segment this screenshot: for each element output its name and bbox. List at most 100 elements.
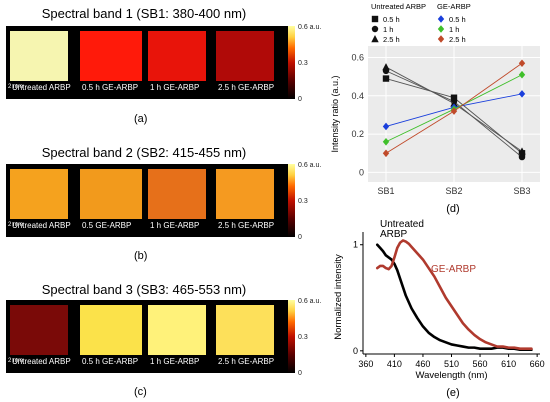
colorbar	[288, 300, 295, 373]
x-tick-label: 460	[415, 359, 430, 369]
sample-label: 1 h GE-ARBP	[150, 221, 200, 230]
x-tick-label: 560	[473, 359, 488, 369]
x-tick-label: SB3	[513, 186, 530, 196]
colorbar-max: 0.6 a.u.	[298, 162, 322, 169]
legend-label: 2.5 h	[449, 35, 466, 44]
panel-title: Spectral band 1 (SB1: 380-400 nm)	[41, 6, 247, 21]
sample-patch	[10, 169, 68, 219]
colorbar	[288, 26, 295, 99]
x-tick-label: 610	[501, 359, 516, 369]
sample-patch	[216, 169, 274, 219]
sample-patch	[10, 305, 68, 355]
data-point	[382, 149, 390, 158]
legend-marker	[437, 15, 445, 23]
sample-label: 2.5 h GE-ARBP	[218, 83, 275, 92]
spectral-image: Untreated ARBP 0.5 GE-ARBP 1 h GE-ARBP 2.5 …	[6, 164, 292, 237]
legend-label: 0.5 h	[449, 15, 466, 24]
x-tick-label: 360	[358, 359, 373, 369]
series-line	[375, 239, 533, 350]
data-point	[382, 122, 390, 131]
colorbar-mid: 0.3	[298, 198, 308, 205]
x-tick-label: SB2	[445, 186, 462, 196]
x-tick-label: 510	[444, 359, 459, 369]
sample-label: 0.5 h GE-ARBP	[82, 83, 139, 92]
sample-label: Untreated ARBP	[12, 83, 71, 92]
sample-label: 2.5 h GE-ARBP	[218, 357, 275, 366]
legend-marker	[371, 15, 379, 23]
sample-label: 0.5 h GE-ARBP	[82, 357, 139, 366]
y-tick-label: 0.4	[351, 91, 364, 101]
panel-caption: (a)	[134, 113, 148, 125]
data-point	[450, 94, 458, 101]
y-axis-label: Intensity ratio (a.u.)	[330, 75, 340, 152]
data-point	[450, 107, 458, 115]
sample-label: 2.5 h GE-ARBP	[218, 221, 275, 230]
spectral-image: Untreated ARBP 0.5 h GE-ARBP 1 h GE-ARBP 2.…	[6, 26, 292, 99]
sample-patch	[80, 169, 142, 219]
panel-caption: (c)	[134, 386, 147, 398]
intensity-ratio-chart: 0 0.2 0.4 0.6 SB1 SB2 SB3 Intensity ratio (a.u.…	[330, 2, 540, 215]
series-label: Untreated	[380, 219, 424, 230]
sample-patch	[216, 31, 274, 81]
colorbar-min: 0	[298, 96, 302, 103]
scale-bar: 2 mm	[8, 84, 23, 90]
data-point	[518, 70, 526, 79]
colorbar-mid: 0.3	[298, 334, 308, 341]
colorbar-max: 0.6 a.u.	[298, 298, 322, 305]
data-point	[382, 63, 390, 71]
data-point	[450, 99, 458, 107]
y-tick-label: 0.2	[351, 129, 364, 139]
legend-label: 1 h	[449, 25, 459, 34]
spectral-image: Untreated ARBP 0.5 h GE-ARBP 1 h GE-ARBP 2.…	[6, 300, 292, 373]
data-point	[518, 153, 526, 161]
sample-patch	[148, 305, 206, 355]
x-tick-label: 660	[530, 359, 545, 369]
series-label: GE-ARBP	[431, 264, 476, 275]
panel-caption: (b)	[134, 250, 148, 262]
colorbar	[288, 164, 295, 237]
sample-patch	[80, 305, 142, 355]
emission-spectra-chart: 360 410 460 510 560 610 660 0 1 Wavelength (nm) No…	[333, 219, 545, 399]
y-tick-label: 0.6	[351, 52, 364, 62]
legend-group-title: Untreated ARBP	[371, 2, 426, 11]
colorbar-min: 0	[298, 234, 302, 241]
y-tick-label: 0	[359, 167, 364, 177]
colorbar-max: 0.6 a.u.	[298, 24, 322, 31]
sample-label: 0.5 GE-ARBP	[82, 221, 132, 230]
sample-label: 1 h GE-ARBP	[150, 357, 200, 366]
x-tick-label: 410	[387, 359, 402, 369]
panel-caption: (d)	[446, 203, 459, 215]
panel-title: Spectral band 3 (SB3: 465-553 nm)	[41, 282, 247, 297]
legend-marker	[437, 25, 445, 33]
series-line	[375, 243, 533, 352]
scale-bar: 2 mm	[8, 358, 23, 364]
y-tick-label: 1	[353, 240, 358, 250]
data-point	[518, 59, 526, 68]
data-point	[518, 147, 526, 155]
x-axis-label: Wavelength (nm)	[416, 370, 488, 381]
series-label: ARBP	[380, 229, 408, 240]
sample-patch	[148, 31, 206, 81]
sample-label: Untreated ARBP	[12, 221, 71, 230]
scale-bar: 2 mm	[8, 222, 23, 228]
legend-marker	[371, 25, 379, 33]
sample-patch	[148, 169, 206, 219]
sample-label: 1 h GE-ARBP	[150, 83, 200, 92]
panel-caption: (e)	[446, 387, 459, 399]
sample-patch	[216, 305, 274, 355]
data-point	[382, 75, 390, 82]
sample-label: Untreated ARBP	[12, 357, 71, 366]
y-axis-label: Normalized intensity	[333, 254, 344, 340]
x-tick-label: SB1	[377, 186, 394, 196]
colorbar-mid: 0.3	[298, 60, 308, 67]
sample-patch	[10, 31, 68, 81]
y-tick-label: 0	[353, 346, 358, 356]
legend-label: 2.5 h	[383, 35, 400, 44]
data-point	[382, 137, 390, 146]
legend-group-title: GE-ARBP	[437, 2, 471, 11]
panel-title: Spectral band 2 (SB2: 415-455 nm)	[41, 145, 247, 160]
colorbar-min: 0	[298, 370, 302, 377]
legend-marker	[371, 35, 379, 43]
legend-label: 0.5 h	[383, 15, 400, 24]
legend-label: 1 h	[383, 25, 393, 34]
